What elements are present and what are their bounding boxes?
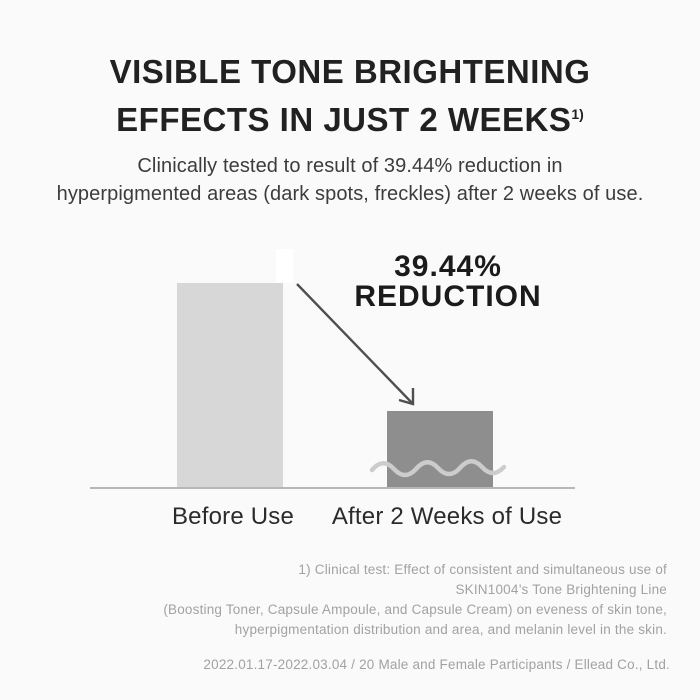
page-title-line1: VISIBLE TONE BRIGHTENING bbox=[109, 53, 591, 90]
clinical-test-footnote: 1) Clinical test: Effect of consistent a… bbox=[67, 560, 667, 640]
reduction-word: REDUCTION bbox=[354, 280, 542, 313]
footnote-marker: 1) bbox=[571, 106, 584, 122]
x-axis-line bbox=[90, 487, 575, 489]
footnote-line: SKIN1004’s Tone Brightening Line bbox=[455, 582, 667, 597]
subtitle-line2: hyperpigmented areas (dark spots, freckl… bbox=[56, 183, 644, 205]
reduction-percent: 39.44% bbox=[394, 250, 502, 283]
bar-label-before-use: Before Use bbox=[171, 503, 295, 530]
footnote-line: (Boosting Toner, Capsule Ampoule, and Ca… bbox=[163, 602, 667, 617]
page-title: VISIBLE TONE BRIGHTENING EFFECTS IN JUST… bbox=[0, 50, 700, 141]
study-credit-line: 2022.01.17-2022.03.04 / 20 Male and Fema… bbox=[203, 657, 670, 672]
subtitle: Clinically tested to result of 39.44% re… bbox=[0, 152, 700, 208]
bar-after-use bbox=[387, 411, 493, 488]
arrow-head-icon bbox=[398, 388, 415, 406]
bar-label-after-use: After 2 Weeks of Use bbox=[331, 503, 563, 530]
page-title-line2: EFFECTS IN JUST 2 WEEKS1) bbox=[116, 101, 584, 138]
footnote-line: 1) Clinical test: Effect of consistent a… bbox=[298, 562, 667, 577]
reduction-annotation: 39.44% REDUCTION bbox=[328, 252, 568, 312]
highlight-strip bbox=[276, 249, 293, 283]
bar-before-use bbox=[177, 283, 283, 488]
footnote-line: hyperpigmentation distribution and area,… bbox=[234, 622, 667, 637]
subtitle-line1: Clinically tested to result of 39.44% re… bbox=[137, 155, 563, 177]
